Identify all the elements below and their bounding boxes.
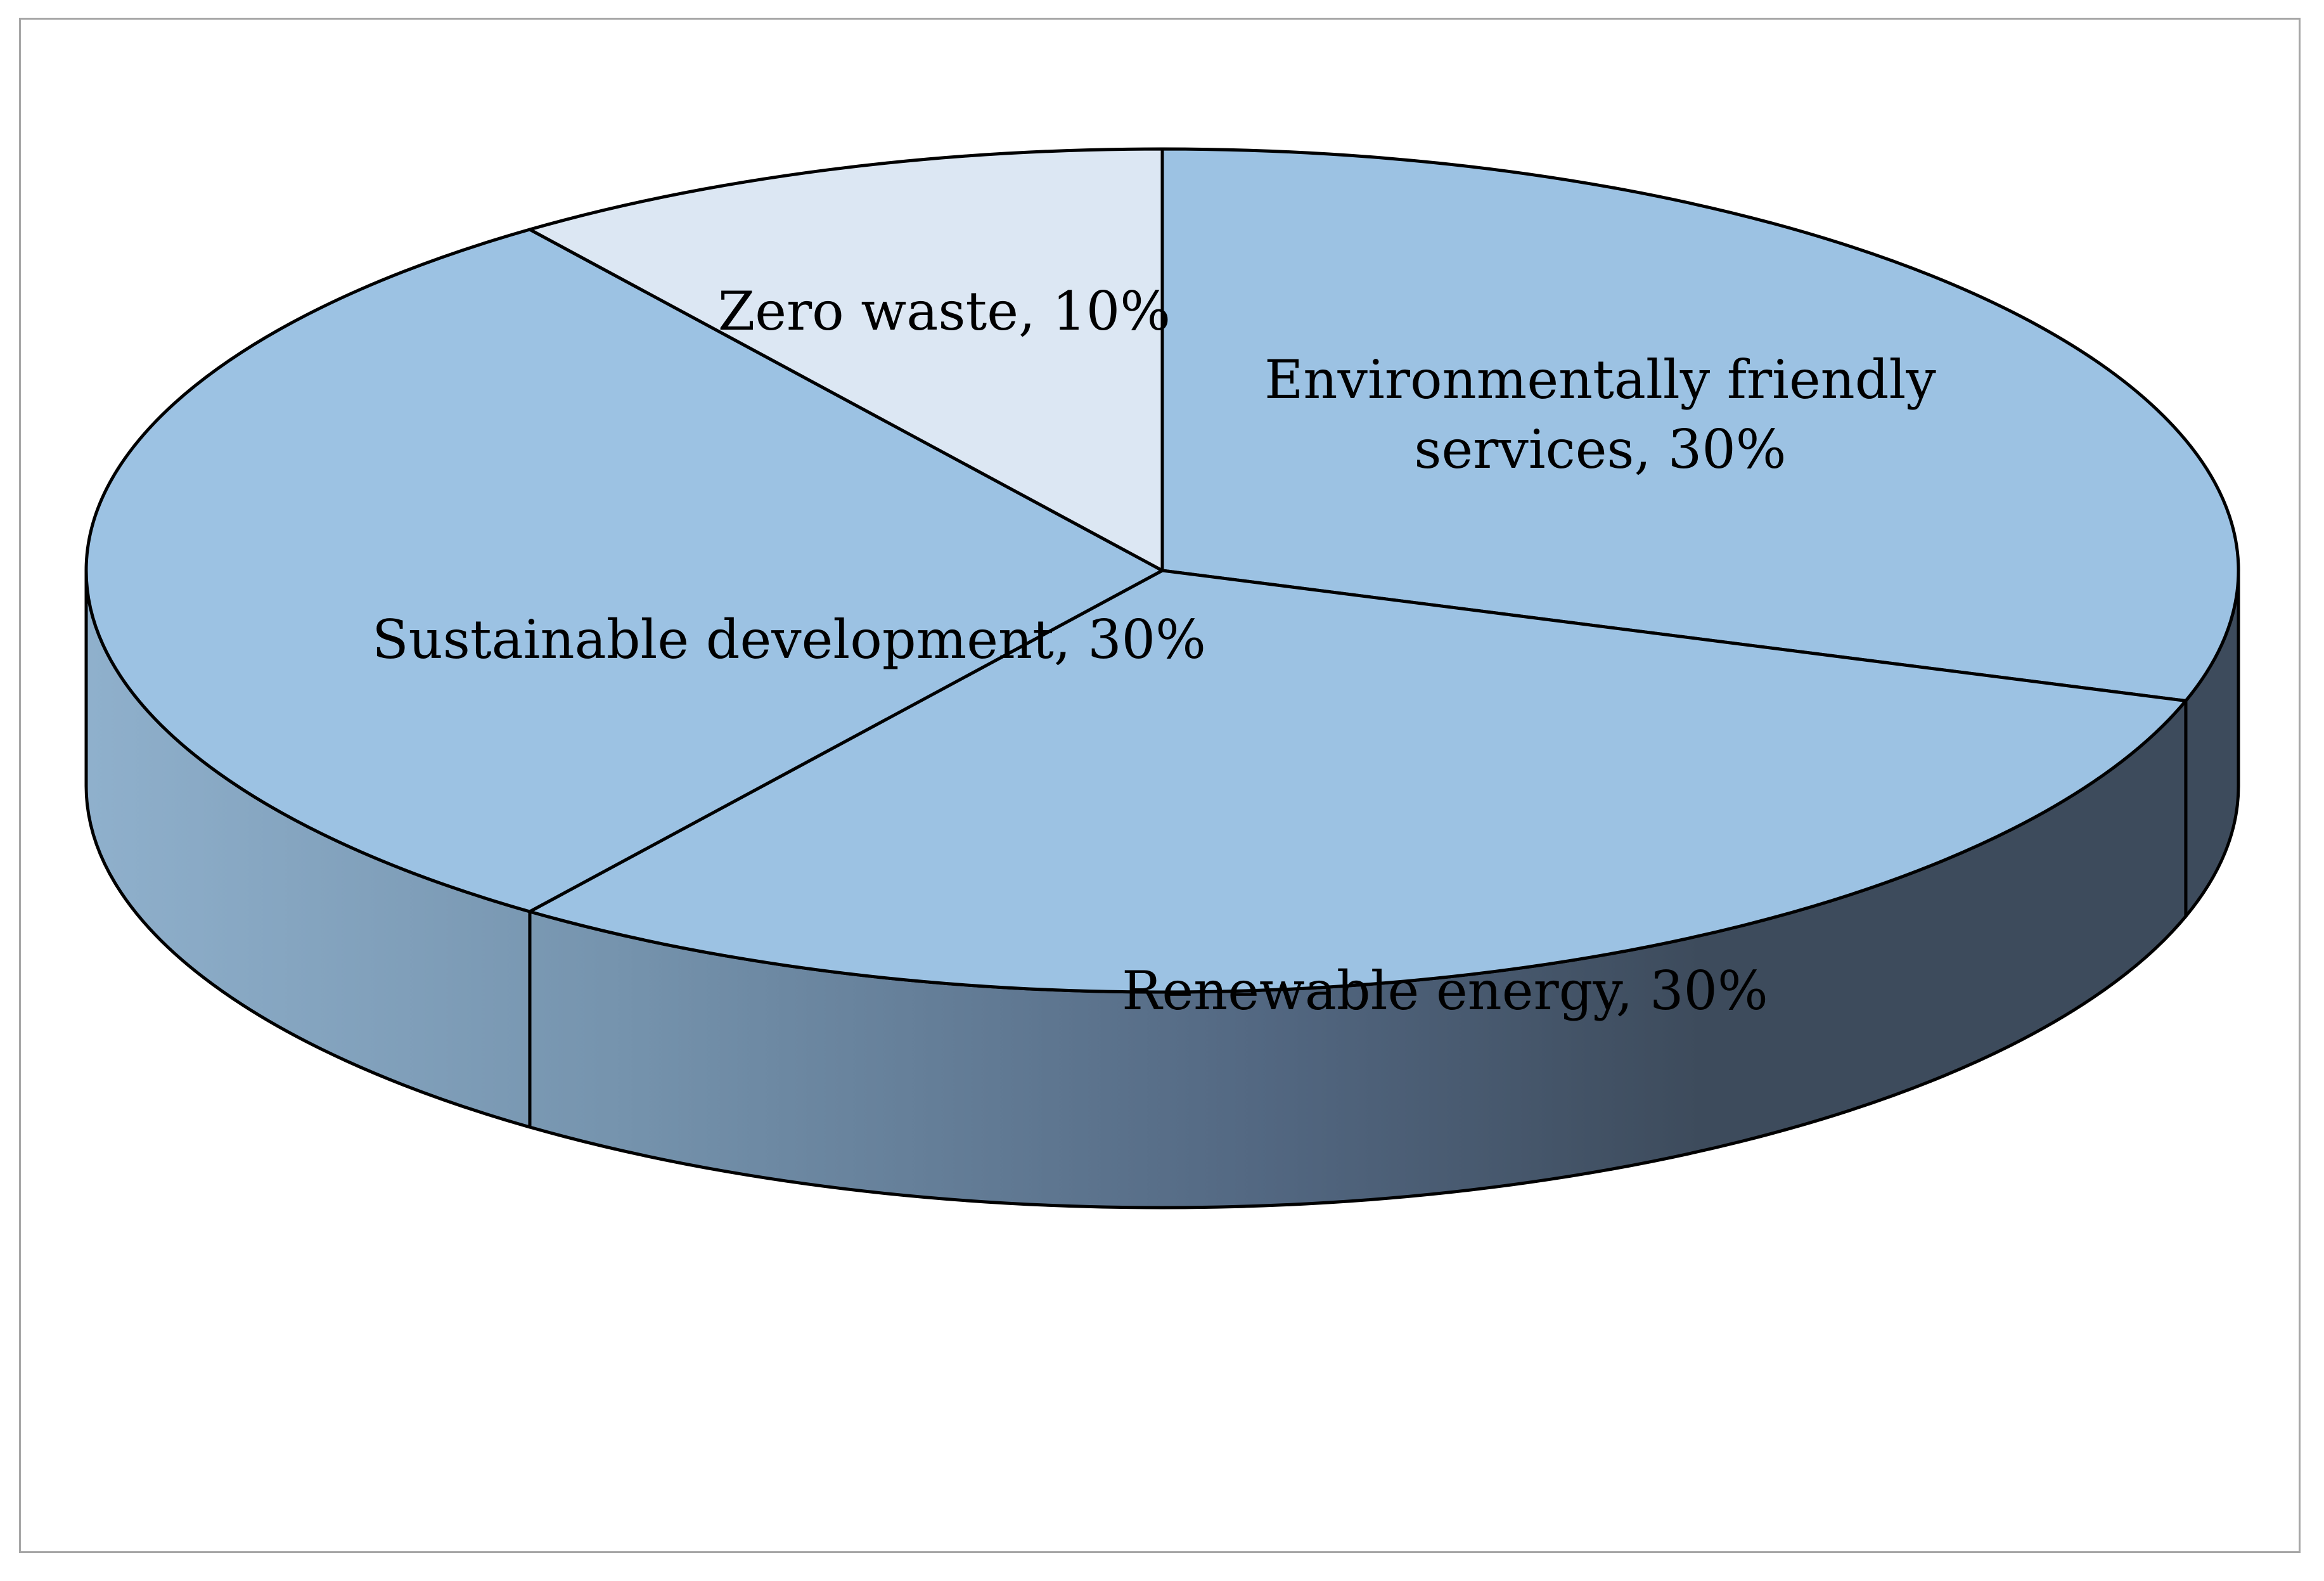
slice-label-line: services, 30% <box>1414 418 1786 481</box>
pie-side-wall <box>84 569 2240 1210</box>
slice-label-3: Zero waste, 10% <box>718 280 1171 342</box>
pie-labels: Environmentally friendly services, 30% Ren… <box>372 280 1936 1022</box>
slice-sustainable-development <box>84 228 1164 913</box>
slice-label-line: Zero waste, 10% <box>718 280 1171 342</box>
slice-label-line: Renewable energy, 30% <box>1122 960 1768 1022</box>
slice-renewable-energy <box>528 569 2188 994</box>
slice-label-1: Renewable energy, 30% <box>1122 960 1768 1022</box>
slice-label-line: Environmentally friendly <box>1264 349 1936 411</box>
pie-top-face <box>84 147 2240 994</box>
slice-zero-waste <box>528 147 1164 572</box>
slice-label-0: Environmentally friendly services, 30% <box>1264 349 1936 481</box>
slice-environmentally-friendly-services <box>1160 147 2240 702</box>
slice-label-line: Sustainable development, 30% <box>372 609 1206 671</box>
slice-label-2: Sustainable development, 30% <box>372 609 1206 671</box>
